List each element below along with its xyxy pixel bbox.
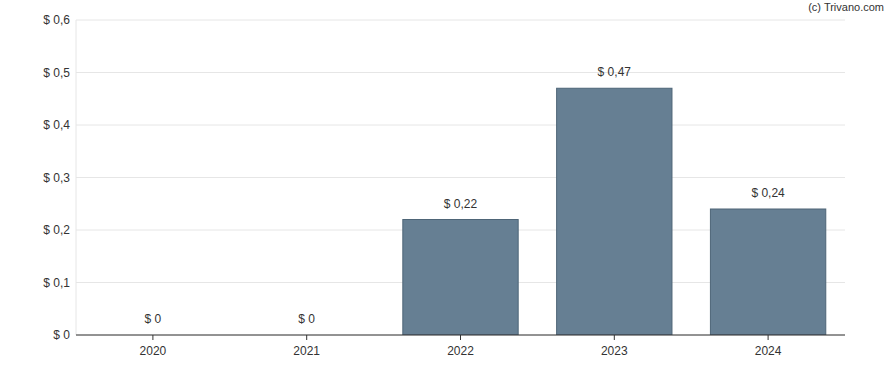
bar bbox=[403, 220, 518, 336]
grid-line bbox=[76, 125, 845, 126]
y-tick-label: $ 0 bbox=[53, 328, 70, 342]
y-tick-label: $ 0,6 bbox=[43, 13, 70, 27]
grid-line bbox=[76, 20, 845, 21]
x-tick-label: 2024 bbox=[755, 344, 782, 358]
x-tick-label: 2020 bbox=[140, 344, 167, 358]
y-axis-line bbox=[76, 20, 77, 335]
x-tick bbox=[768, 335, 769, 340]
chart-container: $ 0 $ 0,1 $ 0,2 $ 0,3 $ 0,4 $ 0,5 $ 0,6 $ 0 $ 0 $… bbox=[0, 0, 888, 370]
grid-line bbox=[76, 72, 845, 73]
chart-svg: $ 0 $ 0,1 $ 0,2 $ 0,3 $ 0,4 $ 0,5 $ 0,6 $ 0 $ 0 $… bbox=[0, 0, 888, 370]
x-tick bbox=[614, 335, 615, 340]
x-tick-label: 2023 bbox=[601, 344, 628, 358]
annotation: (c) Trivano.com bbox=[808, 1, 884, 13]
data-label: $ 0 bbox=[298, 312, 315, 326]
data-label: $ 0 bbox=[145, 312, 162, 326]
y-tick-label: $ 0,1 bbox=[43, 276, 70, 290]
y-tick-label: $ 0,3 bbox=[43, 171, 70, 185]
bar bbox=[710, 209, 825, 335]
bars bbox=[403, 88, 826, 335]
data-label: $ 0,22 bbox=[444, 197, 478, 211]
x-tick-label: 2021 bbox=[293, 344, 320, 358]
bar bbox=[557, 88, 672, 335]
x-tick bbox=[306, 335, 307, 340]
x-tick bbox=[152, 335, 153, 340]
data-label: $ 0,47 bbox=[598, 65, 632, 79]
data-label: $ 0,24 bbox=[751, 186, 785, 200]
y-tick-label: $ 0,4 bbox=[43, 118, 70, 132]
x-tick bbox=[460, 335, 461, 340]
y-tick-label: $ 0,2 bbox=[43, 223, 70, 237]
grid-line bbox=[76, 177, 845, 178]
y-tick-label: $ 0,5 bbox=[43, 66, 70, 80]
x-tick-label: 2022 bbox=[447, 344, 474, 358]
